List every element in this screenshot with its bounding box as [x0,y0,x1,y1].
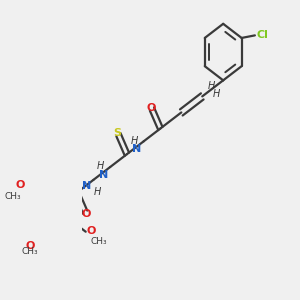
Text: CH₃: CH₃ [5,192,22,201]
Text: H: H [94,187,101,197]
Text: O: O [16,180,25,190]
Text: O: O [26,241,35,251]
Text: N: N [133,144,142,154]
Text: O: O [147,103,156,112]
Text: O: O [87,226,96,236]
Text: H: H [208,81,215,91]
Text: S: S [114,128,122,138]
Text: CH₃: CH₃ [90,238,107,247]
Text: Cl: Cl [256,30,268,40]
Text: H: H [213,89,220,99]
Text: H: H [130,136,138,146]
Text: H: H [97,161,104,171]
Text: N: N [99,169,108,180]
Text: N: N [82,182,92,191]
Text: CH₃: CH₃ [21,247,38,256]
Text: O: O [81,208,90,219]
